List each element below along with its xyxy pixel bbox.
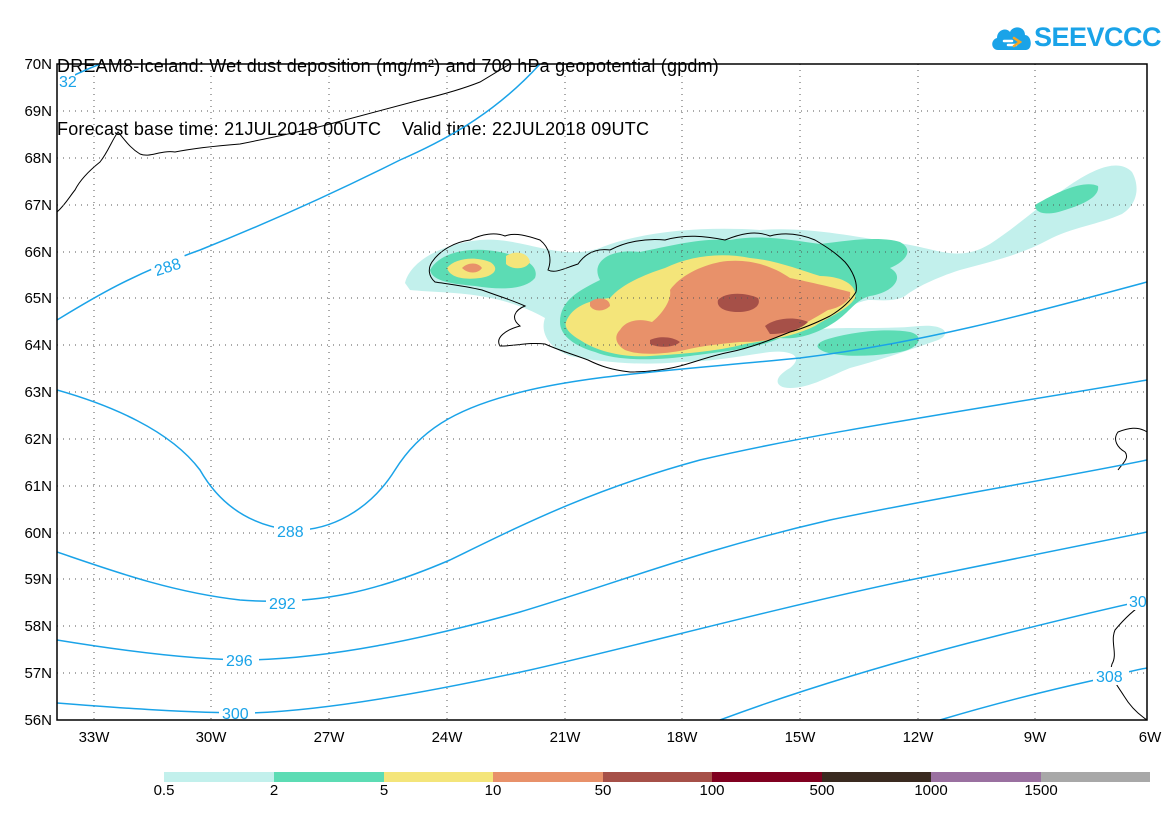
contour-label: 296	[226, 653, 253, 670]
lat-label: 58N	[24, 618, 52, 635]
contour-line	[57, 531, 1147, 714]
colorbar-label: 10	[484, 782, 502, 799]
colorbar-label: 50	[594, 782, 612, 799]
lon-label: 21W	[550, 729, 582, 746]
colorbar-label: 1000	[914, 782, 948, 799]
graticule	[57, 64, 1147, 720]
lat-label: 59N	[24, 571, 52, 588]
lat-label: 56N	[24, 712, 52, 729]
colorbar-swatch	[384, 772, 493, 782]
lat-label: 66N	[24, 244, 52, 261]
geopotential-contours	[57, 64, 1147, 720]
contour-label: 300	[222, 706, 249, 723]
colorbar-swatch	[274, 772, 384, 782]
iceland-coast	[428, 232, 857, 373]
colorbar-label: 0.5	[153, 782, 175, 799]
contour-label: 308	[1096, 669, 1123, 686]
map-title: DREAM8-Iceland: Wet dust deposition (mg/…	[57, 14, 719, 161]
lon-label: 33W	[79, 729, 111, 746]
contour-line	[57, 379, 1147, 602]
lat-label: 57N	[24, 665, 52, 682]
contour-label: 30	[1129, 594, 1147, 611]
lat-label: 60N	[24, 525, 52, 542]
colorbar-swatch	[1041, 772, 1150, 782]
norway-coast	[1110, 427, 1147, 720]
lon-label: 6W	[1139, 729, 1162, 746]
colorbar-swatch	[822, 772, 931, 782]
contour-line	[57, 459, 1147, 661]
colorbar-swatch	[712, 772, 822, 782]
longitude-labels: 33W 30W 27W 24W 21W 18W 15W 12W 9W 6W	[79, 729, 1163, 746]
contour-line	[57, 281, 1147, 531]
lon-label: 27W	[314, 729, 346, 746]
lat-label: 70N	[24, 56, 52, 73]
greenland-coast	[57, 64, 511, 213]
lat-label: 67N	[24, 197, 52, 214]
colorbar-label: 100	[699, 782, 725, 799]
lat-label: 63N	[24, 384, 52, 401]
coastlines	[57, 64, 1147, 720]
colorbar-swatch	[164, 772, 274, 782]
lat-label: 64N	[24, 337, 52, 354]
lon-label: 9W	[1024, 729, 1047, 746]
colorbar-label: 2	[269, 782, 279, 799]
colorbar-swatch	[493, 772, 603, 782]
lon-label: 12W	[903, 729, 935, 746]
contour-label: 288	[277, 524, 304, 541]
lon-label: 30W	[196, 729, 228, 746]
logo-text: SEEVCCC	[1034, 22, 1162, 52]
map-frame	[56, 63, 1148, 721]
colorbar-label: 5	[379, 782, 389, 799]
lat-label: 61N	[24, 478, 52, 495]
title-line-2: Forecast base time: 21JUL2018 00UTC Vali…	[57, 119, 650, 139]
contour-label: 32	[59, 74, 77, 91]
contour-labels: 32 288 288 292 296 300 30 308	[57, 73, 1147, 723]
colorbar-label: 500	[809, 782, 835, 799]
lon-label: 18W	[667, 729, 699, 746]
lat-label: 69N	[24, 103, 52, 120]
seevccc-logo: SEEVCCC	[990, 20, 1162, 56]
cloud-icon	[992, 27, 1031, 50]
colorbar-swatch	[931, 772, 1041, 782]
dust-area-brown	[650, 293, 808, 347]
lat-label: 65N	[24, 290, 52, 307]
lat-label: 62N	[24, 431, 52, 448]
contour-line	[939, 667, 1147, 720]
map-canvas: 32 288 288 292 296 300 30 308 70N 69N 68…	[24, 56, 1163, 746]
dust-deposition-field	[405, 165, 1137, 388]
latitude-labels: 70N 69N 68N 67N 66N 65N 64N 63N 62N 61N …	[24, 56, 52, 729]
colorbar-label: 1500	[1024, 782, 1058, 799]
lon-label: 24W	[432, 729, 464, 746]
lon-label: 15W	[785, 729, 817, 746]
contour-line	[57, 64, 541, 321]
lat-label: 68N	[24, 150, 52, 167]
contour-line	[719, 599, 1147, 720]
contour-label: 292	[269, 596, 296, 613]
colorbar-swatch	[603, 772, 712, 782]
dust-area-orange	[462, 260, 851, 354]
map: 32 288 288 292 296 300 30 308 70N 69N 68…	[24, 56, 1163, 746]
